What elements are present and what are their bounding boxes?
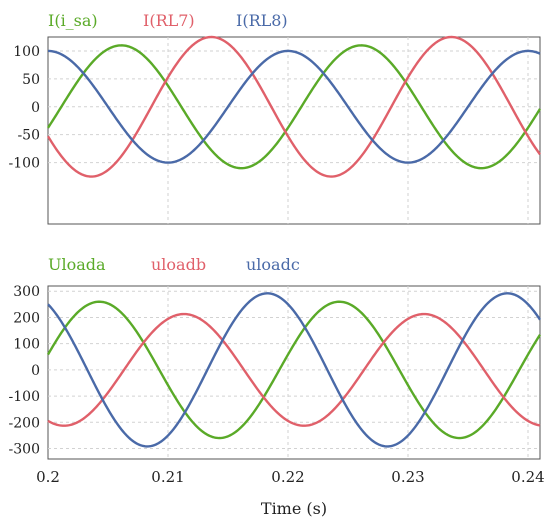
legend-label-uloada: Uloada bbox=[48, 255, 106, 274]
top-y-tick-label: -100 bbox=[9, 156, 40, 172]
top-plot-frame bbox=[47, 36, 541, 225]
bottom-y-tick-label: 0 bbox=[31, 363, 40, 379]
top-y-tick-label: 100 bbox=[13, 44, 40, 60]
bottom-y-tick-label: -100 bbox=[9, 389, 40, 405]
bottom-y-tick-label: 100 bbox=[13, 337, 40, 353]
bottom-series-uloadc bbox=[47, 292, 541, 448]
x-tick-label: 0.22 bbox=[271, 468, 304, 486]
bottom-chart: 300 200 100 0 -100 -200 -300 Uloada uloadb ulo… bbox=[9, 255, 545, 486]
x-tick-labels: 0.2 0.21 0.22 0.23 0.24 bbox=[36, 468, 545, 486]
bottom-series-uloada bbox=[46, 300, 542, 440]
bottom-legend: Uloada uloadb uloadc bbox=[48, 255, 300, 274]
x-tick-label: 0.23 bbox=[391, 468, 424, 486]
x-tick-label: 0.2 bbox=[36, 468, 60, 486]
top-legend: I(i_sa) I(RL7) I(RL8) bbox=[48, 11, 288, 30]
legend-label-rl8: I(RL8) bbox=[236, 11, 288, 30]
top-series-lines bbox=[46, 35, 542, 178]
top-y-tick-label: 50 bbox=[22, 72, 40, 88]
legend-label-uloadc: uloadc bbox=[246, 255, 300, 274]
top-chart: 100 50 0 -50 -100 I(i_sa) I(RL7) I(RL8) bbox=[9, 11, 542, 225]
legend-label-uloadb: uloadb bbox=[151, 255, 206, 274]
top-y-tick-label: -50 bbox=[17, 128, 40, 144]
top-y-tick-labels: 100 50 0 -50 -100 bbox=[9, 44, 40, 172]
bottom-y-tick-labels: 300 200 100 0 -100 -200 -300 bbox=[9, 284, 40, 457]
legend-label-rl7: I(RL7) bbox=[143, 11, 195, 30]
bottom-series-lines bbox=[46, 292, 542, 448]
x-axis-label: Time (s) bbox=[261, 499, 327, 518]
top-y-tick-label: 0 bbox=[31, 100, 40, 116]
bottom-y-tick-label: 300 bbox=[13, 284, 40, 300]
top-gridlines bbox=[48, 37, 540, 224]
bottom-series-uloadb bbox=[47, 312, 541, 427]
legend-label-i-sa: I(i_sa) bbox=[48, 11, 98, 30]
top-series-i-rl7 bbox=[46, 35, 541, 178]
bottom-plot-frame bbox=[47, 285, 541, 460]
top-series-i-rl8 bbox=[47, 49, 541, 164]
bottom-y-tick-label: -200 bbox=[9, 415, 40, 431]
top-series-i-i-sa bbox=[46, 44, 542, 170]
x-tick-label: 0.21 bbox=[151, 468, 184, 486]
x-tick-label: 0.24 bbox=[511, 468, 544, 486]
bottom-y-tick-label: 200 bbox=[13, 310, 40, 326]
bottom-y-tick-label: -300 bbox=[9, 442, 40, 458]
